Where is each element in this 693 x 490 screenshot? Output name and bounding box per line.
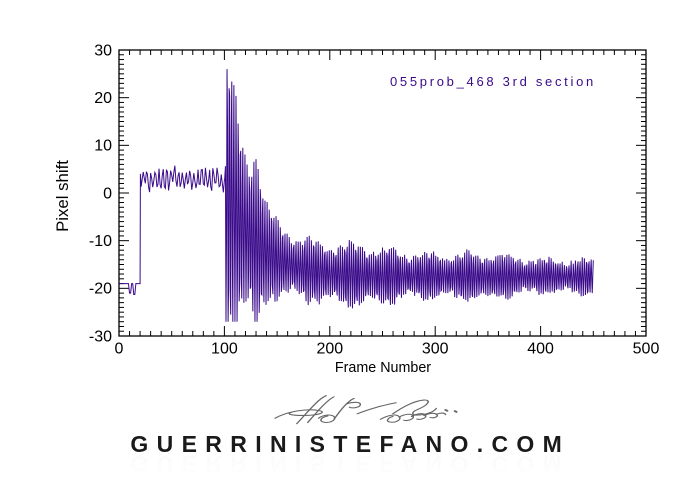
svg-text:-20: -20 <box>89 281 112 298</box>
svg-text:0: 0 <box>103 185 112 202</box>
svg-text:-30: -30 <box>89 328 112 345</box>
svg-text:0: 0 <box>115 341 124 358</box>
svg-text:20: 20 <box>94 90 112 107</box>
svg-text:10: 10 <box>94 138 112 155</box>
svg-text:-10: -10 <box>89 233 112 250</box>
svg-text:GUERRINISTEFANO.COM: GUERRINISTEFANO.COM <box>130 451 570 477</box>
svg-text:200: 200 <box>316 341 343 358</box>
svg-text:100: 100 <box>211 341 238 358</box>
svg-text:Pixel shift: Pixel shift <box>53 160 72 232</box>
svg-text:400: 400 <box>527 341 554 358</box>
svg-text:Frame Number: Frame Number <box>335 360 431 376</box>
svg-text:500: 500 <box>633 341 660 358</box>
svg-text:30: 30 <box>94 42 112 59</box>
svg-text:300: 300 <box>422 341 449 358</box>
svg-text:055prob_468 3rd section: 055prob_468 3rd section <box>390 74 596 89</box>
